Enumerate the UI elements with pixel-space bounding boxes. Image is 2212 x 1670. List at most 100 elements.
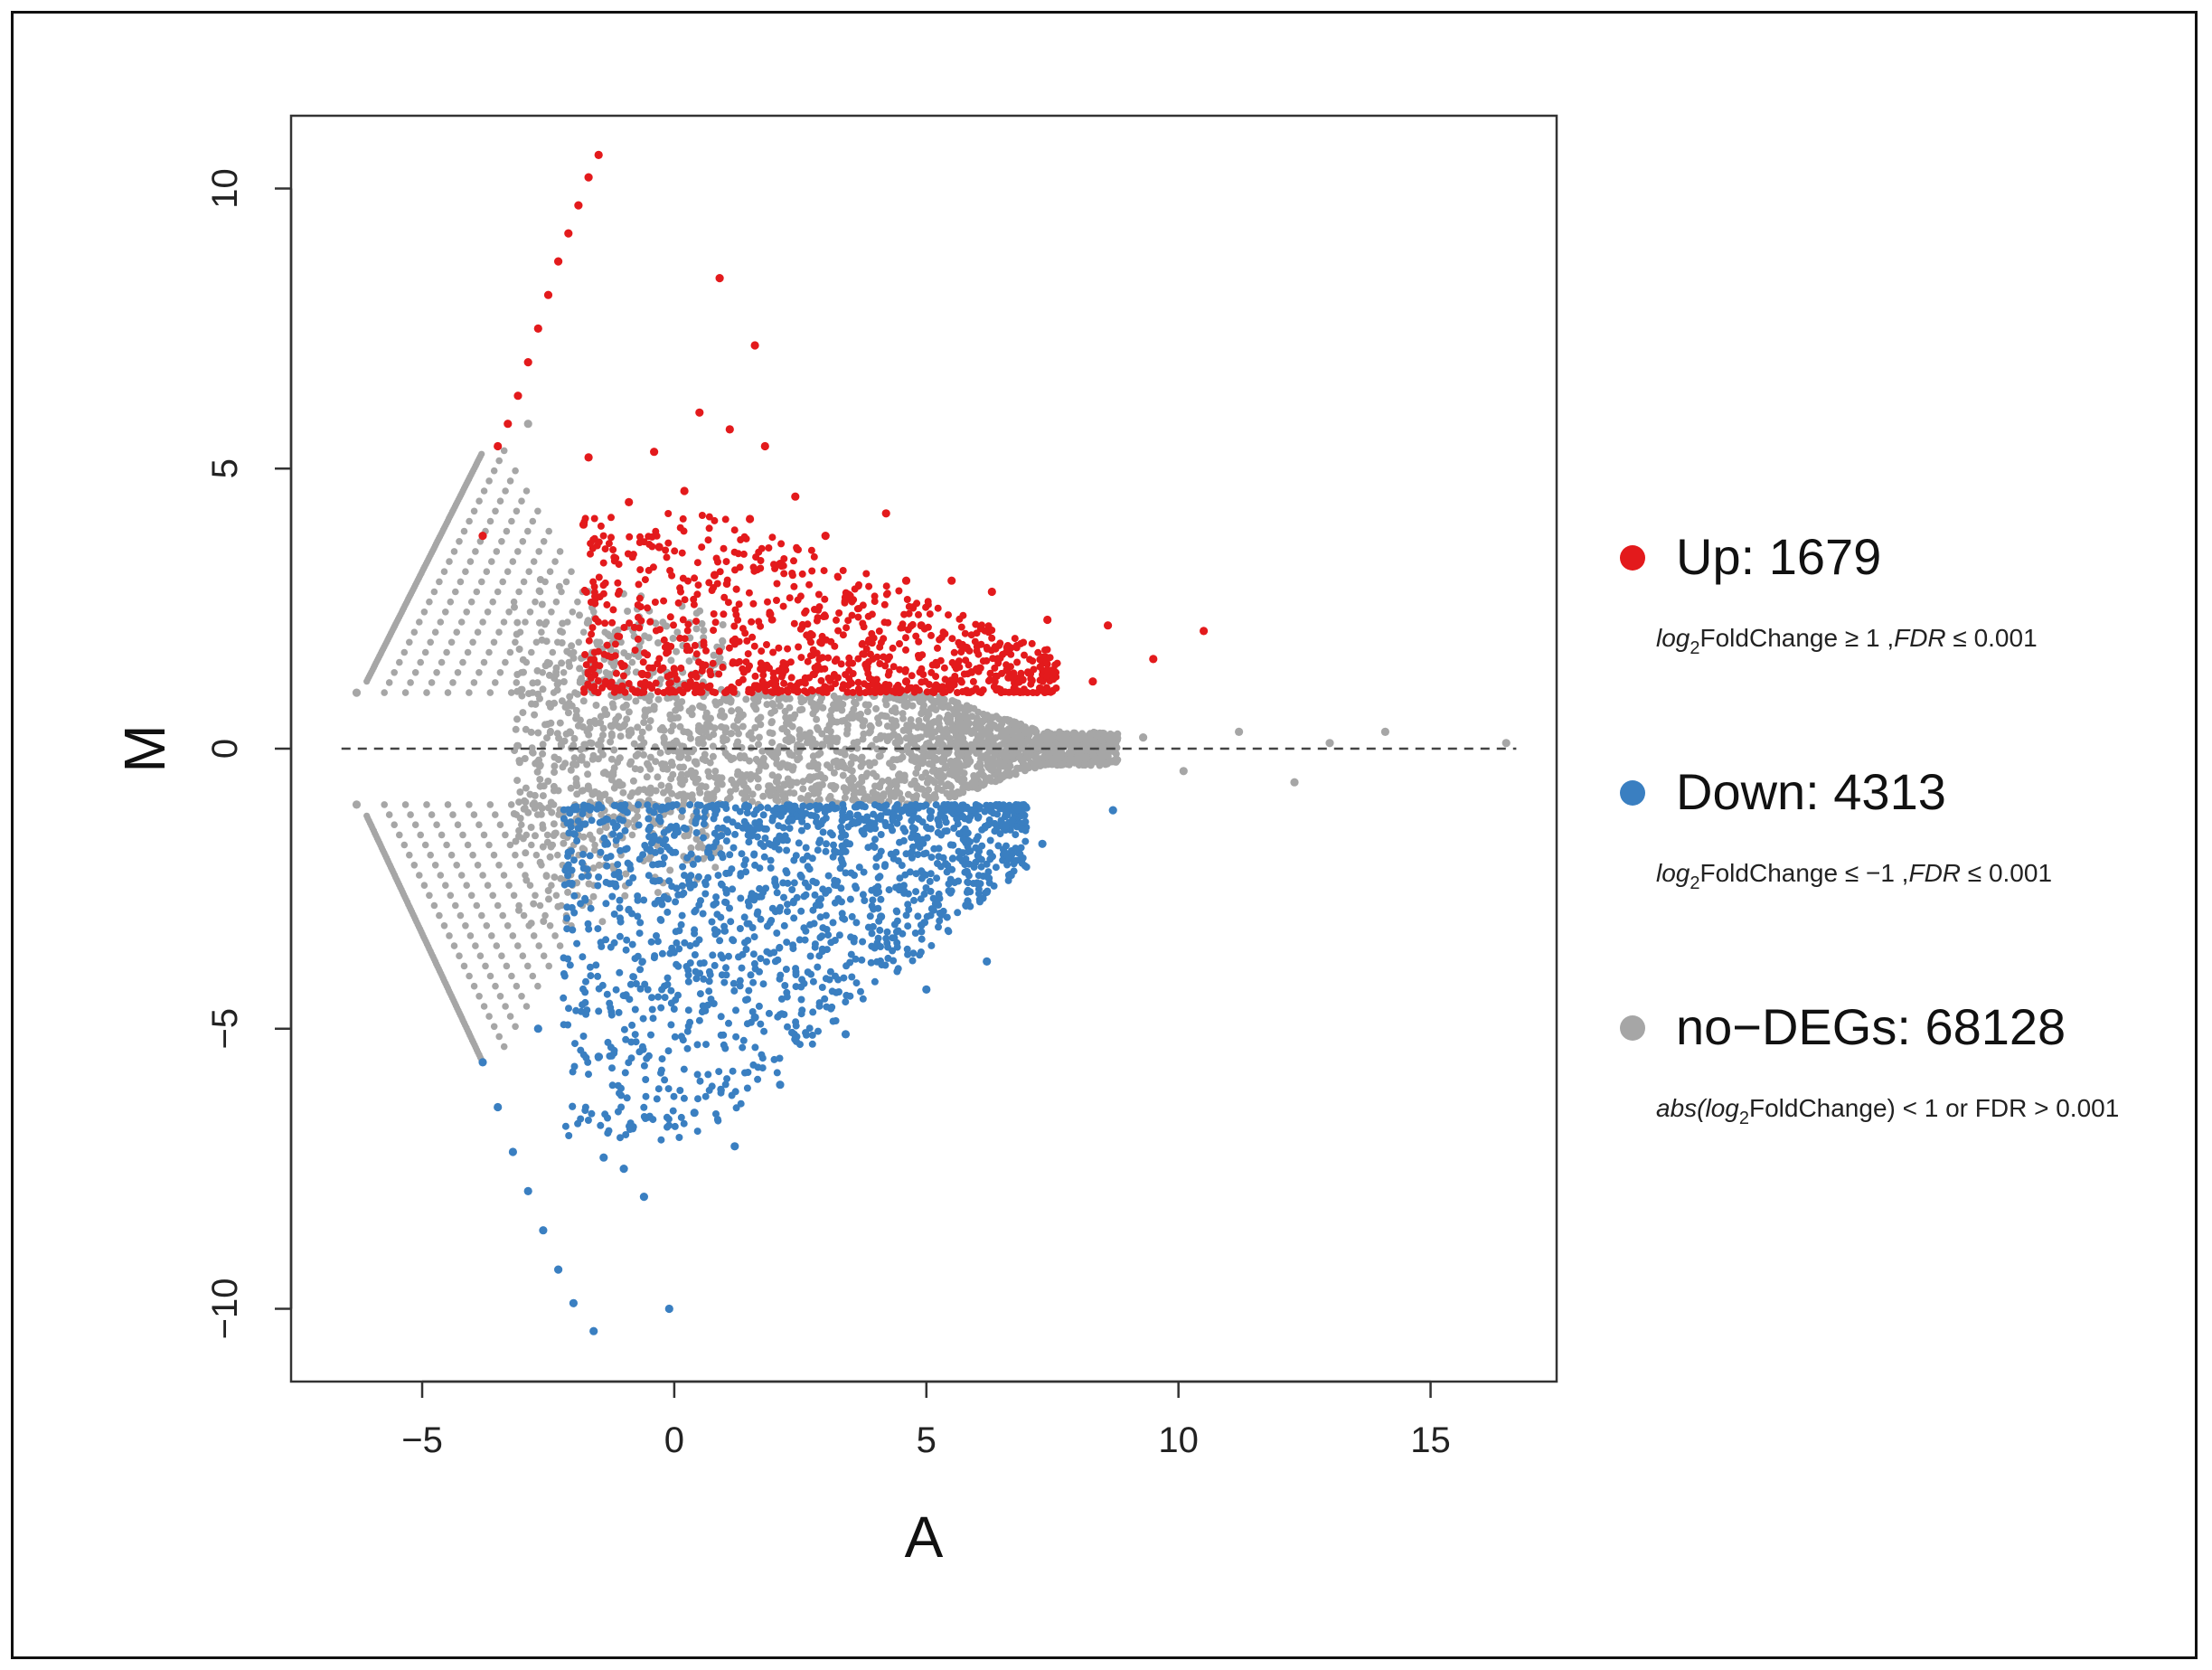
cloud-point [625,879,633,887]
cloud-point [815,656,824,664]
cloud-point [814,723,821,731]
cloud-point [991,664,999,672]
cloud-point [777,540,786,548]
cloud-point [617,723,624,731]
cloud-point [951,662,959,670]
cloud-point [534,982,541,990]
cloud-point [724,816,731,824]
cloud-point [621,688,629,696]
cloud-point [512,638,519,646]
cloud-point [469,851,476,859]
cloud-point [876,926,884,934]
cloud-point [621,1069,629,1077]
cloud-point [698,512,706,519]
cloud-point [489,598,496,606]
cloud-point [829,803,837,811]
cloud-point [475,993,483,1000]
cloud-point [730,622,739,630]
cloud-point [611,880,619,888]
cloud-point [944,927,952,935]
cloud-point [1096,761,1104,769]
cloud-point [641,632,649,640]
cloud-point [532,598,539,606]
cloud-point [821,665,829,673]
cloud-point [757,622,765,630]
cloud-point [484,882,492,889]
cloud-point [771,682,779,690]
cloud-point [634,912,642,920]
cloud-point [764,598,771,606]
cloud-point [755,733,763,741]
cloud-point [823,840,830,848]
cloud-point [740,796,748,804]
cloud-point [524,962,532,970]
cloud-point [908,702,917,710]
cloud-point [634,896,642,904]
cloud-point [494,901,502,910]
cloud-point [864,670,872,677]
cloud-point [694,873,702,881]
cloud-point [515,826,523,835]
cloud-point [560,839,568,847]
cloud-point [381,801,389,808]
cloud-point [619,703,627,712]
cloud-point [934,828,942,836]
cloud-point [549,648,557,656]
cloud-point [561,703,569,711]
cloud-point [709,742,717,750]
cloud-point [614,626,622,634]
cloud-point [821,595,829,603]
cloud-point [569,926,577,934]
cloud-point [795,643,803,651]
cloud-point [632,752,640,760]
cloud-point [1028,639,1036,647]
cloud-point [732,1033,740,1041]
cloud-point [570,734,579,742]
cloud-point [766,665,773,672]
cloud-point [710,627,718,635]
cloud-point [725,1019,732,1027]
cloud-point [900,882,908,890]
cloud-point [568,866,576,874]
cloud-point [828,987,836,995]
cloud-point [814,614,822,622]
cloud-point [807,698,815,706]
cloud-point [595,873,603,881]
cloud-point [806,952,814,960]
cloud-point [642,1115,649,1122]
cloud-point [710,1000,718,1007]
cloud-point [726,851,734,859]
cloud-point [759,811,767,819]
cloud-point [502,487,509,495]
cloud-point [832,972,839,980]
cloud-point [934,644,941,652]
cloud-point [1037,733,1045,741]
cloud-point [964,782,972,790]
cloud-point [1026,656,1034,664]
cloud-point [972,783,980,791]
cloud-point [560,737,569,745]
cloud-point [591,841,598,849]
cloud-point [722,964,729,972]
cloud-point [492,507,499,515]
cloud-point [988,627,996,634]
cloud-point [508,517,515,525]
cloud-point [867,650,874,658]
cloud-point [602,878,610,886]
cloud-point [759,792,767,800]
cloud-point [777,673,786,681]
cloud-point [640,750,647,759]
cloud-point [742,946,750,953]
cloud-point [945,681,953,689]
cloud-point [925,760,933,768]
cloud-point [747,687,755,695]
cloud-point [585,925,593,933]
cloud-point [959,812,967,820]
cloud-point [473,588,481,596]
cloud-point [664,797,672,804]
cloud-point [818,730,826,738]
cloud-point [669,1107,677,1115]
cloud-point [684,876,692,884]
cloud-point [532,638,541,646]
cloud-point [846,766,854,774]
